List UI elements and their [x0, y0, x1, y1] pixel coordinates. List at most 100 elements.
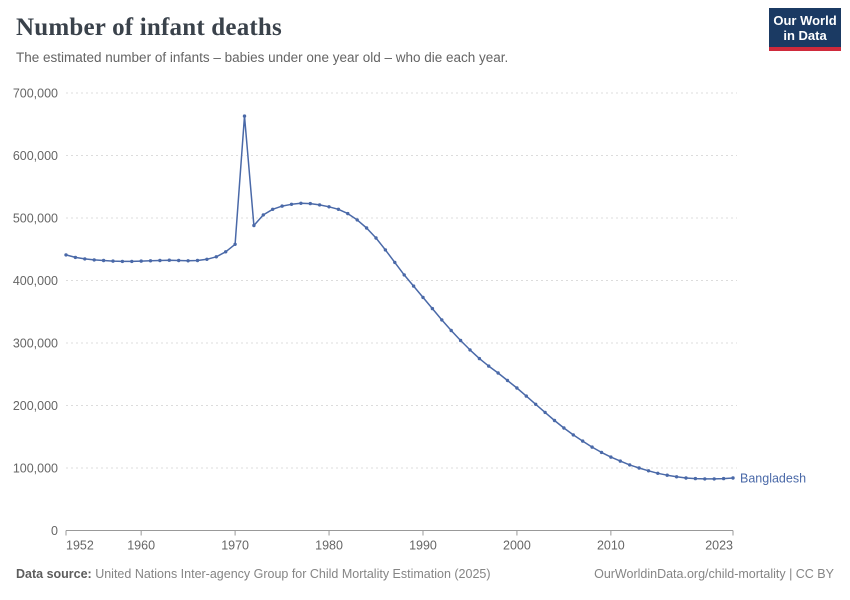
data-point-marker[interactable]	[524, 394, 528, 398]
data-point-marker[interactable]	[552, 418, 557, 423]
data-point-marker[interactable]	[355, 218, 359, 222]
data-point-marker[interactable]	[120, 259, 125, 264]
data-point-marker[interactable]	[167, 258, 171, 262]
data-point-marker[interactable]	[665, 473, 669, 477]
chart-footer: Data source: United Nations Inter-agency…	[16, 567, 834, 581]
data-point-marker[interactable]	[261, 213, 265, 217]
x-axis-tick-label: 1970	[221, 539, 249, 553]
data-point-marker[interactable]	[496, 371, 500, 375]
y-axis-tick-label: 400,000	[13, 274, 58, 288]
data-point-marker[interactable]	[562, 426, 566, 430]
data-point-marker[interactable]	[721, 476, 726, 481]
data-point-marker[interactable]	[205, 257, 209, 261]
data-point-marker[interactable]	[543, 410, 547, 415]
data-point-marker[interactable]	[618, 459, 622, 463]
data-point-marker[interactable]	[534, 402, 538, 406]
data-point-marker[interactable]	[224, 250, 228, 254]
data-point-marker[interactable]	[590, 445, 594, 449]
owid-logo-line1: Our World	[773, 13, 837, 28]
y-axis-tick-label: 700,000	[13, 87, 58, 101]
series-label-bangladesh[interactable]: Bangladesh	[740, 472, 806, 486]
data-point-marker[interactable]	[411, 284, 416, 288]
y-axis-tick-label: 500,000	[13, 212, 58, 226]
data-point-marker[interactable]	[731, 476, 735, 480]
line-chart[interactable]: 0 100,000 200,000 300,000 400,000 500,000 600,…	[0, 80, 850, 555]
data-point-marker[interactable]	[637, 466, 641, 470]
chart-area: 0 100,000 200,000 300,000 400,000 500,000 600,…	[0, 80, 850, 555]
data-point-marker[interactable]	[581, 439, 585, 443]
data-point-marker[interactable]	[346, 211, 350, 216]
data-point-marker[interactable]	[712, 477, 716, 481]
owid-logo-line2: in Data	[783, 28, 827, 43]
data-source-label: Data source:	[16, 567, 92, 581]
x-axis-tick-label: 2010	[597, 539, 625, 553]
data-point-marker[interactable]	[440, 318, 444, 322]
x-axis-tick-label: 1990	[409, 539, 437, 553]
data-point-marker[interactable]	[628, 463, 632, 467]
data-point-marker[interactable]	[139, 259, 143, 263]
data-point-marker[interactable]	[130, 259, 134, 264]
data-point-marker[interactable]	[656, 471, 660, 475]
data-point-marker[interactable]	[449, 328, 453, 333]
x-axis-tick-label: 1960	[127, 539, 155, 553]
data-point-marker[interactable]	[242, 114, 247, 118]
data-point-marker[interactable]	[515, 386, 519, 390]
data-point-marker[interactable]	[299, 201, 303, 205]
x-axis-tick-label: 1952	[66, 539, 94, 553]
data-point-marker[interactable]	[693, 476, 698, 481]
data-point-marker[interactable]	[458, 338, 463, 343]
chart-title: Number of infant deaths	[16, 14, 282, 41]
data-point-marker[interactable]	[430, 306, 435, 311]
data-point-marker[interactable]	[609, 455, 613, 459]
owid-logo[interactable]: Our World in Data	[769, 8, 841, 51]
data-point-marker[interactable]	[402, 273, 406, 277]
data-point-marker[interactable]	[271, 207, 275, 211]
data-point-marker[interactable]	[383, 248, 388, 252]
data-point-marker[interactable]	[308, 201, 312, 206]
data-point-marker[interactable]	[599, 450, 604, 455]
data-point-marker[interactable]	[289, 202, 294, 206]
data-point-marker[interactable]	[477, 356, 482, 361]
data-point-marker[interactable]	[64, 253, 68, 257]
data-point-marker[interactable]	[571, 433, 575, 437]
data-point-marker[interactable]	[327, 205, 331, 209]
data-point-marker[interactable]	[195, 258, 200, 263]
y-axis-tick-label: 200,000	[13, 399, 58, 413]
data-point-marker[interactable]	[505, 378, 510, 383]
y-axis-tick-label: 300,000	[13, 337, 58, 351]
data-source-note: Data source: United Nations Inter-agency…	[16, 567, 491, 581]
y-axis-tick-label: 0	[51, 524, 58, 538]
data-point-marker[interactable]	[364, 226, 369, 230]
data-point-marker[interactable]	[684, 476, 688, 480]
data-point-marker[interactable]	[73, 255, 78, 260]
data-point-marker[interactable]	[252, 223, 256, 228]
data-point-marker[interactable]	[186, 259, 190, 263]
x-axis-tick-label: 2023	[705, 539, 733, 553]
data-point-marker[interactable]	[83, 257, 87, 261]
data-point-marker[interactable]	[233, 242, 237, 246]
data-point-marker[interactable]	[280, 204, 284, 208]
data-point-marker[interactable]	[101, 258, 106, 263]
data-point-marker[interactable]	[487, 364, 491, 368]
data-point-marker[interactable]	[468, 348, 472, 352]
attribution-link[interactable]: OurWorldinData.org/child-mortality | CC …	[594, 567, 834, 581]
chart-subtitle: The estimated number of infants – babies…	[16, 50, 509, 65]
x-axis-tick-label: 2000	[503, 539, 531, 553]
data-point-marker[interactable]	[646, 469, 651, 473]
data-point-marker[interactable]	[703, 477, 707, 481]
data-point-marker[interactable]	[177, 258, 181, 263]
data-point-marker[interactable]	[214, 255, 218, 259]
data-point-marker[interactable]	[674, 475, 679, 479]
data-point-marker[interactable]	[374, 236, 378, 240]
series-line-bangladesh[interactable]	[65, 115, 734, 480]
data-point-marker[interactable]	[421, 295, 425, 300]
y-axis-tick-label: 100,000	[13, 462, 58, 476]
data-point-marker[interactable]	[393, 260, 397, 265]
data-point-marker[interactable]	[111, 259, 115, 263]
data-point-marker[interactable]	[92, 258, 96, 262]
data-point-marker[interactable]	[336, 207, 341, 211]
data-point-marker[interactable]	[317, 203, 322, 207]
data-point-marker[interactable]	[148, 259, 153, 263]
data-point-marker[interactable]	[158, 258, 162, 263]
